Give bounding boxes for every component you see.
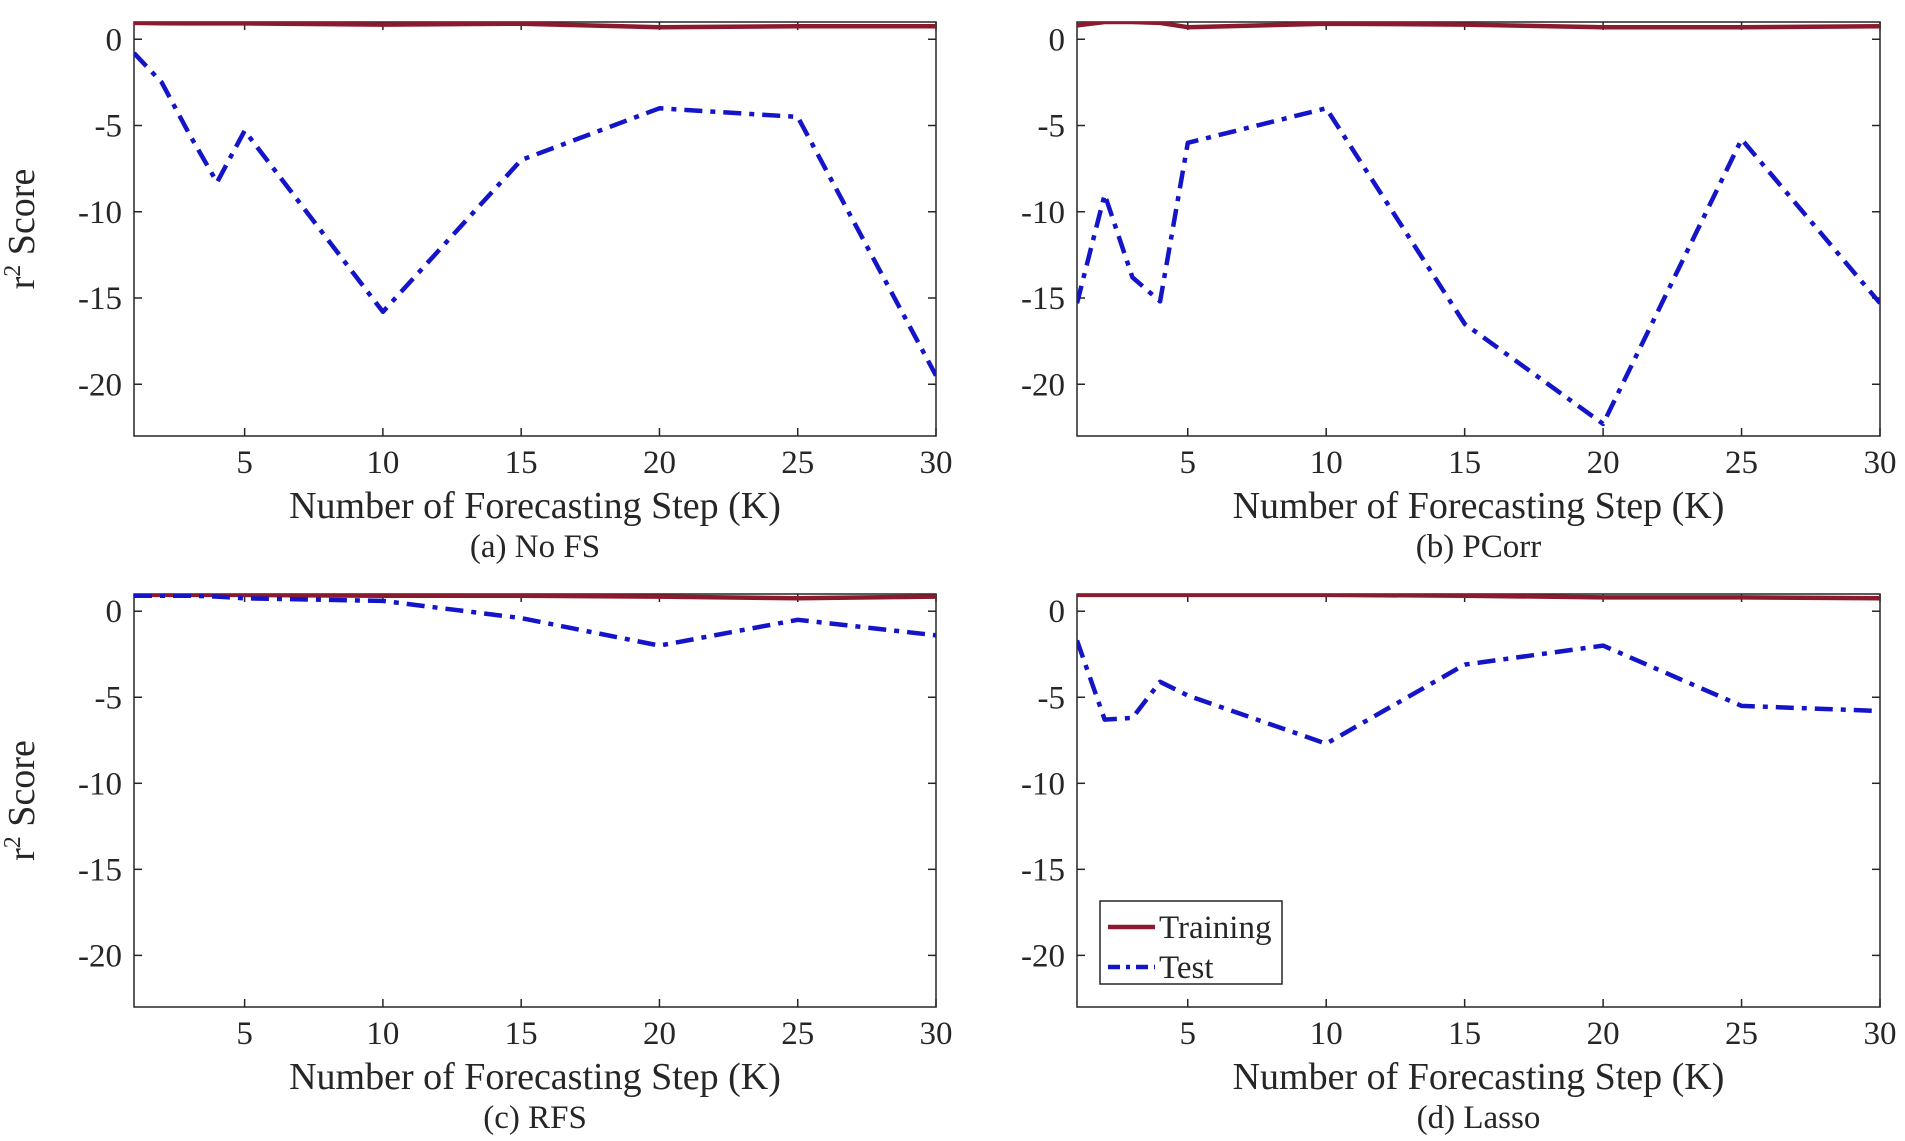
x-tick-label: 10: [366, 1016, 399, 1052]
y-tick-label: -10: [1021, 195, 1065, 231]
x-tick-label: 25: [1725, 445, 1758, 481]
x-tick-label: 15: [505, 445, 538, 481]
panel-caption: (d) Lasso: [1417, 1100, 1541, 1136]
y-tick-label: 0: [106, 22, 123, 58]
x-tick-label: 10: [366, 445, 399, 481]
x-tick-label: 20: [1587, 1016, 1620, 1052]
x-tick-label: 30: [1864, 445, 1897, 481]
y-tick-label: -20: [1021, 367, 1065, 403]
y-tick-label: -5: [1038, 680, 1066, 716]
x-tick-label: 15: [1448, 1016, 1481, 1052]
plot-frame: [1076, 21, 1881, 437]
panel-d: 5 10 15 20 25 30 0 -5 -10 -15 -20 Number of Forecas…: [1021, 593, 1897, 1136]
y-tick-label: -10: [78, 195, 122, 231]
x-tick-label: 5: [236, 1016, 253, 1052]
training-series-line: [1077, 594, 1880, 601]
panel-c: 5 10 15 20 25 30 0 -5 -10 -15 -20 Number of Forecas…: [0, 593, 953, 1136]
x-tick-label: 25: [781, 1016, 814, 1052]
x-axis-label: Number of Forecasting Step (K): [289, 485, 781, 527]
x-axis-label: Number of Forecasting Step (K): [1233, 1056, 1725, 1098]
legend-label: Training: [1159, 910, 1271, 946]
y-axis-label: r2 Score: [0, 740, 43, 861]
legend-box: [1099, 900, 1283, 985]
x-tick-label: 30: [920, 445, 953, 481]
panel-caption: (b) PCorr: [1416, 529, 1542, 565]
test-series-line: [1077, 106, 1880, 427]
panel-b: 5 10 15 20 25 30 0 -5 -10 -15 -20 Number of Forecas…: [1021, 21, 1897, 565]
series-group: [134, 594, 936, 648]
test-series-line: [134, 594, 936, 648]
panel-a: 5 10 15 20 25 30 0 -5 -10 -15 -20 Number of Forecas…: [0, 21, 953, 565]
panel-caption: (c) RFS: [483, 1100, 587, 1136]
training-series-line: [134, 22, 936, 30]
y-tick-label: -15: [78, 852, 122, 888]
x-tick-label: 30: [1864, 1016, 1897, 1052]
series-group: [134, 22, 936, 377]
x-tick-label: 20: [1587, 445, 1620, 481]
x-tick-label: 5: [1180, 445, 1197, 481]
y-tick-label: -10: [78, 766, 122, 802]
test-series-line: [134, 51, 936, 377]
y-tick-label: -20: [78, 938, 122, 974]
x-tick-label: 5: [1180, 1016, 1197, 1052]
y-tick-label: -5: [95, 680, 123, 716]
x-tick-label: 10: [1310, 1016, 1343, 1052]
x-tick-label: 30: [920, 1016, 953, 1052]
x-tick-label: 20: [643, 1016, 676, 1052]
y-tick-label: -5: [95, 109, 123, 145]
series-group: [1077, 594, 1880, 746]
y-tick-label: -15: [1021, 281, 1065, 317]
x-tick-label: 15: [1448, 445, 1481, 481]
x-tick-label: 5: [236, 445, 253, 481]
y-tick-label: 0: [106, 594, 123, 630]
y-axis-label: r2 Score: [0, 169, 43, 290]
y-tick-label: 0: [1049, 594, 1066, 630]
x-tick-label: 25: [1725, 1016, 1758, 1052]
y-tick-label: -20: [78, 367, 122, 403]
series-group: [1077, 22, 1880, 427]
y-tick-label: -15: [1021, 852, 1065, 888]
legend: Training Test: [1099, 900, 1283, 986]
y-tick-label: -5: [1038, 109, 1066, 145]
x-tick-label: 15: [505, 1016, 538, 1052]
x-axis-label: Number of Forecasting Step (K): [1233, 485, 1725, 527]
panel-caption: (a) No FS: [470, 529, 600, 565]
x-tick-label: 25: [781, 445, 814, 481]
y-tick-label: -10: [1021, 766, 1065, 802]
x-tick-label: 20: [643, 445, 676, 481]
training-series-line: [1077, 22, 1880, 30]
y-tick-label: -15: [78, 281, 122, 317]
test-series-line: [1077, 639, 1880, 746]
x-tick-label: 10: [1310, 445, 1343, 481]
y-tick-label: 0: [1049, 22, 1066, 58]
plot-frame: [133, 593, 937, 1008]
y-tick-label: -20: [1021, 938, 1065, 974]
x-axis-label: Number of Forecasting Step (K): [289, 1056, 781, 1098]
plot-frame: [133, 21, 937, 437]
legend-label: Test: [1159, 950, 1214, 986]
